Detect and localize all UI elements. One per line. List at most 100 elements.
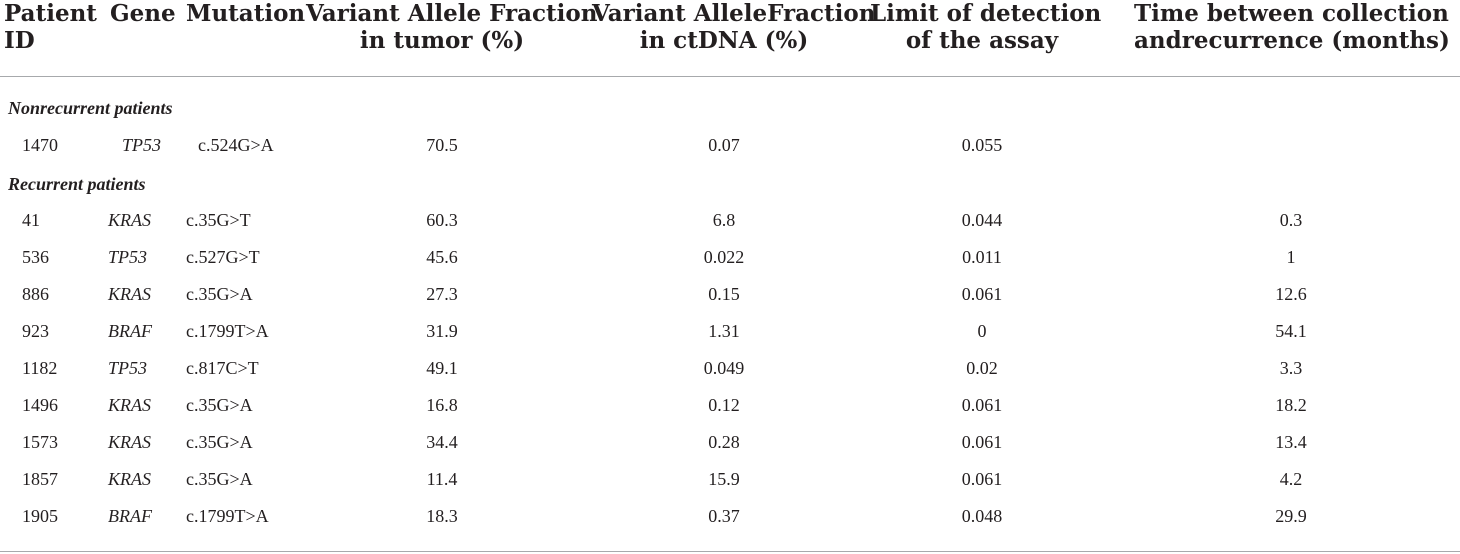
cell-vaf-ctdna: 0.28 <box>708 432 740 452</box>
cell-mutation: c.524G>A <box>198 135 274 155</box>
cell-lod: 0.044 <box>961 210 1003 230</box>
header-vaf-ctdna-line2: in ctDNA (%) <box>639 27 809 54</box>
cell-gene: KRAS <box>108 210 151 230</box>
cell-vaf-tumor: 31.9 <box>426 321 458 341</box>
cell-gene: TP53 <box>108 358 148 378</box>
table-row: 1470 TP53 c.524G>A 70.5 0.07 0.055 <box>0 127 1460 164</box>
cell-vaf-ctdna: 0.07 <box>708 135 740 155</box>
cell-lod: 0.061 <box>961 469 1003 489</box>
cell-vaf-ctdna: 0.022 <box>703 247 745 267</box>
header-vaf-tumor-line2: in tumor (%) <box>359 27 525 54</box>
cell-vaf-ctdna: 6.8 <box>712 210 736 230</box>
cell-patient-id: 1496 <box>22 395 58 415</box>
cell-lod: 0.061 <box>961 284 1003 304</box>
header-lod-line1: Limit of detection <box>870 0 1102 27</box>
header-time-line2: andrecurrence (months) <box>1134 27 1450 54</box>
cell-vaf-tumor: 49.1 <box>426 358 458 378</box>
cell-vaf-tumor: 34.4 <box>426 432 458 452</box>
cell-gene: KRAS <box>108 284 151 304</box>
header-vaf-ctdna: Variant AlleleFraction in ctDNA (%) <box>592 0 876 54</box>
cell-lod: 0.061 <box>961 395 1003 415</box>
cell-vaf-tumor: 16.8 <box>426 395 458 415</box>
cell-mutation: c.35G>A <box>186 395 253 415</box>
header-gene-line1: Gene <box>110 0 176 27</box>
cell-lod: 0.011 <box>962 247 1002 267</box>
cell-gene: BRAF <box>108 506 152 526</box>
header-mutation: Mutation <box>186 0 306 27</box>
cell-vaf-ctdna: 1.31 <box>708 321 740 341</box>
cell-lod: 0 <box>977 321 987 341</box>
cell-patient-id: 1182 <box>22 358 58 378</box>
header-mutation-line1: Mutation <box>186 0 306 27</box>
table-row: 1857 KRAS c.35G>A 11.4 15.9 0.061 4.2 <box>0 461 1460 498</box>
cell-vaf-ctdna: 15.9 <box>708 469 740 489</box>
table-row: 41 KRAS c.35G>T 60.3 6.8 0.044 0.3 <box>0 202 1460 239</box>
table-row: 1182 TP53 c.817C>T 49.1 0.049 0.02 3.3 <box>0 350 1460 387</box>
table-row: 536 TP53 c.527G>T 45.6 0.022 0.011 1 <box>0 239 1460 276</box>
section-title-nonrecurrent: Nonrecurrent patients <box>8 98 173 118</box>
cell-gene: TP53 <box>108 247 148 267</box>
cell-mutation: c.35G>A <box>186 284 253 304</box>
cell-time: 18.2 <box>1275 395 1307 415</box>
cell-vaf-tumor: 11.4 <box>426 469 458 489</box>
cell-patient-id: 1573 <box>22 432 58 452</box>
cell-time: 1 <box>1286 247 1296 267</box>
cell-patient-id: 41 <box>22 210 40 230</box>
cell-vaf-ctdna: 0.12 <box>708 395 740 415</box>
header-time-line1: Time between collection <box>1134 0 1449 27</box>
cell-vaf-tumor: 18.3 <box>426 506 458 526</box>
cell-patient-id: 923 <box>22 321 49 341</box>
header-time: Time between collection andrecurrence (m… <box>1134 0 1450 54</box>
cell-vaf-ctdna: 0.15 <box>708 284 740 304</box>
header-rule <box>0 76 1460 77</box>
cell-vaf-tumor: 60.3 <box>426 210 458 230</box>
table-row: 923 BRAF c.1799T>A 31.9 1.31 0 54.1 <box>0 313 1460 350</box>
cell-vaf-ctdna: 0.37 <box>708 506 740 526</box>
cell-gene: BRAF <box>108 321 152 341</box>
cell-mutation: c.35G>A <box>186 469 253 489</box>
cell-mutation: c.1799T>A <box>186 321 269 341</box>
cell-vaf-tumor: 45.6 <box>426 247 458 267</box>
cell-gene: KRAS <box>108 395 151 415</box>
section-title-recurrent: Recurrent patients <box>8 174 146 194</box>
cell-patient-id: 1470 <box>22 135 58 155</box>
cell-mutation: c.817C>T <box>186 358 259 378</box>
header-lod: Limit of detection of the assay <box>870 0 1102 54</box>
table-row: 1496 KRAS c.35G>A 16.8 0.12 0.061 18.2 <box>0 387 1460 424</box>
cell-patient-id: 1905 <box>22 506 58 526</box>
cell-patient-id: 886 <box>22 284 49 304</box>
cell-time: 3.3 <box>1279 358 1303 378</box>
cell-lod: 0.02 <box>966 358 998 378</box>
cell-patient-id: 536 <box>22 247 49 267</box>
cell-mutation: c.35G>T <box>186 210 251 230</box>
cell-gene: KRAS <box>108 432 151 452</box>
cell-lod: 0.061 <box>961 432 1003 452</box>
header-vaf-tumor-line1: Variant Allele Fraction <box>306 0 598 27</box>
cell-vaf-tumor: 70.5 <box>426 135 458 155</box>
cell-time: 4.2 <box>1279 469 1303 489</box>
cell-mutation: c.527G>T <box>186 247 260 267</box>
header-lod-line2: of the assay <box>905 27 1059 54</box>
bottom-rule <box>0 551 1460 552</box>
cell-time: 29.9 <box>1275 506 1307 526</box>
cell-time: 54.1 <box>1275 321 1307 341</box>
header-vaf-tumor: Variant Allele Fraction in tumor (%) <box>306 0 598 54</box>
cell-gene: KRAS <box>108 469 151 489</box>
cell-time: 13.4 <box>1275 432 1307 452</box>
cell-lod: 0.055 <box>961 135 1003 155</box>
table-row: 1573 KRAS c.35G>A 34.4 0.28 0.061 13.4 <box>0 424 1460 461</box>
cell-vaf-ctdna: 0.049 <box>703 358 745 378</box>
header-patient-id-line1: Patient <box>4 0 97 27</box>
header-patient-id: Patient ID <box>4 0 114 54</box>
cell-time: 12.6 <box>1275 284 1307 304</box>
cell-mutation: c.1799T>A <box>186 506 269 526</box>
table-row: 886 KRAS c.35G>A 27.3 0.15 0.061 12.6 <box>0 276 1460 313</box>
cell-vaf-tumor: 27.3 <box>426 284 458 304</box>
table-row: 1905 BRAF c.1799T>A 18.3 0.37 0.048 29.9 <box>0 498 1460 535</box>
cell-mutation: c.35G>A <box>186 432 253 452</box>
header-vaf-ctdna-line1: Variant AlleleFraction <box>592 0 876 27</box>
cell-gene: TP53 <box>122 135 162 155</box>
header-patient-id-line2: ID <box>4 27 35 54</box>
cell-time: 0.3 <box>1279 210 1303 230</box>
cell-lod: 0.048 <box>961 506 1003 526</box>
